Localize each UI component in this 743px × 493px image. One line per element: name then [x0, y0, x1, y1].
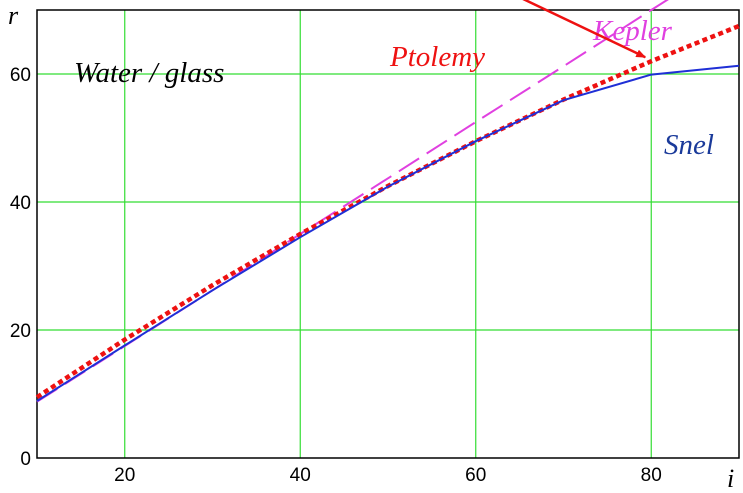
series-line-snel [36, 64, 740, 402]
plot-frame [36, 9, 740, 459]
x-tick-label: 40 [290, 465, 311, 486]
tick-labels: 20 40 60 80 0 20 40 60 [10, 65, 662, 486]
legend-label-kepler: Kepler [592, 15, 673, 47]
y-tick-label: 40 [10, 193, 31, 214]
y-tick-label: 0 [20, 449, 31, 470]
plot-annotation: Water / glass [74, 57, 224, 89]
x-tick-label: 20 [114, 465, 135, 486]
grid [37, 10, 739, 458]
y-tick-label: 20 [10, 321, 31, 342]
legend-label-snel: Snel [664, 129, 714, 161]
series [35, 0, 740, 403]
x-tick-label: 80 [641, 465, 662, 486]
y-axis-label: r [8, 1, 19, 30]
legend-label-ptolemy: Ptolemy [389, 41, 485, 73]
x-axis-label: i [727, 464, 734, 493]
y-tick-label: 60 [10, 65, 31, 86]
x-tick-label: 60 [465, 465, 486, 486]
ptolemy-arrow [522, 0, 647, 59]
